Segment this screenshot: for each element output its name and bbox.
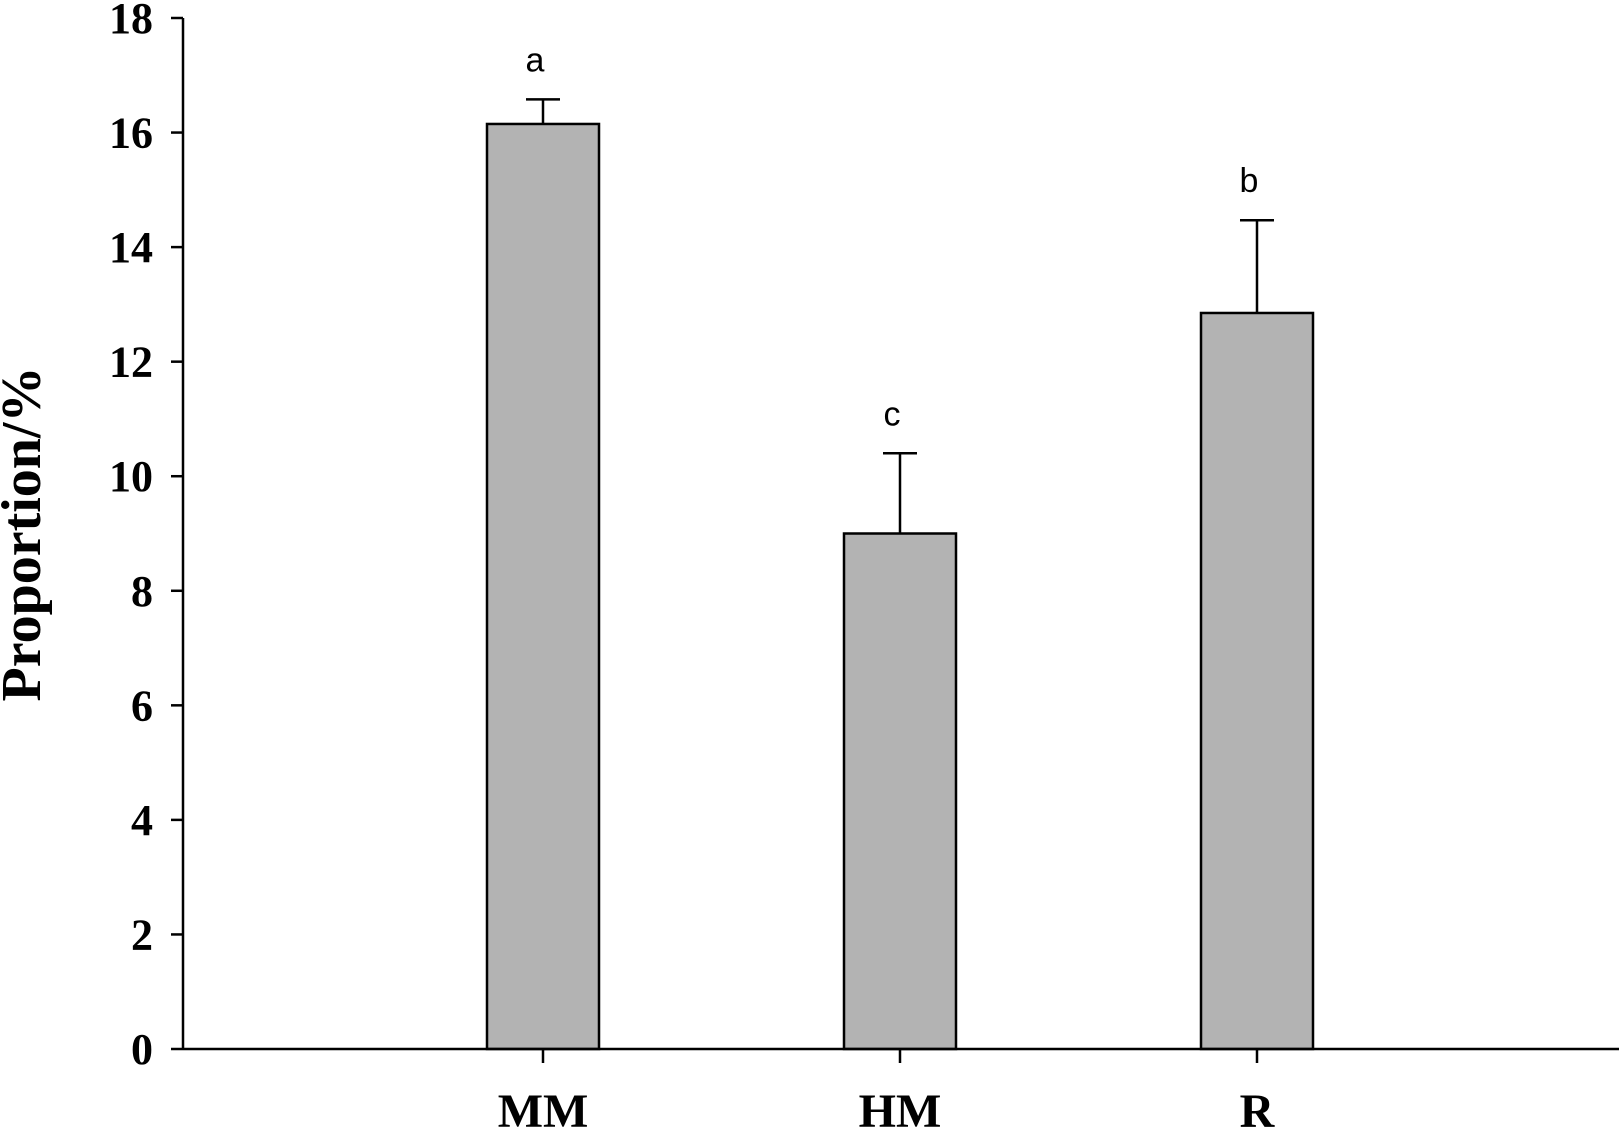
bar-r bbox=[1199, 311, 1315, 1051]
x-tick-label-r: R bbox=[1240, 1085, 1276, 1129]
significance-label-mm: a bbox=[526, 41, 545, 79]
y-axis-title: Proportion/% bbox=[0, 367, 53, 702]
bar-hm bbox=[842, 532, 958, 1051]
y-tick-label: 14 bbox=[109, 223, 153, 272]
y-tick-label: 0 bbox=[131, 1025, 153, 1074]
bar-mm bbox=[485, 122, 601, 1051]
x-tick-label-mm: MM bbox=[498, 1085, 589, 1129]
y-tick-label: 6 bbox=[131, 681, 153, 730]
significance-labels: a c b bbox=[526, 41, 1259, 433]
significance-label-hm: c bbox=[884, 395, 901, 433]
y-tick-label: 4 bbox=[131, 796, 153, 845]
y-tick-label: 18 bbox=[109, 0, 153, 43]
significance-label-r: b bbox=[1240, 162, 1259, 200]
y-axis-ticks: 0 2 4 6 8 10 12 14 16 18 bbox=[109, 0, 183, 1074]
bars bbox=[485, 122, 1315, 1051]
y-tick-label: 2 bbox=[131, 910, 153, 959]
error-bars bbox=[526, 98, 1274, 534]
x-tick-label-hm: HM bbox=[859, 1085, 942, 1129]
y-tick-label: 10 bbox=[109, 452, 153, 501]
y-tick-label: 8 bbox=[131, 567, 153, 616]
y-tick-label: 16 bbox=[109, 109, 153, 158]
y-tick-label: 12 bbox=[109, 338, 153, 387]
x-axis-ticks: MM HM R bbox=[498, 1049, 1276, 1129]
